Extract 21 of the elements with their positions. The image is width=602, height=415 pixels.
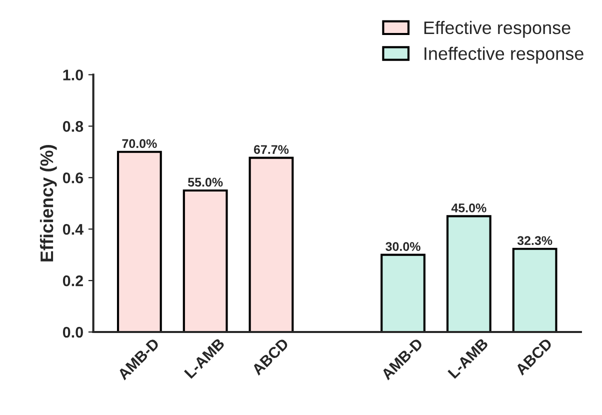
data-label: 67.7%	[254, 145, 289, 154]
bar	[446, 215, 492, 332]
legend-label: Ineffective response	[424, 46, 584, 64]
y-axis-title: Efficiency (%)	[40, 145, 57, 262]
data-label: 55.0%	[188, 178, 223, 187]
bar	[248, 156, 294, 332]
y-tick-label: 0.6	[62, 172, 84, 184]
data-label: 70.0%	[122, 139, 157, 148]
y-tick-label: 0.0	[62, 326, 83, 338]
y-tick-label: 0.8	[62, 121, 84, 132]
bar	[116, 150, 162, 332]
y-tick-label: 1.0	[63, 70, 83, 80]
bar	[512, 248, 558, 332]
bar	[380, 254, 426, 332]
data-label: 32.3%	[517, 236, 552, 246]
y-tick-label: 0.2	[62, 275, 83, 286]
bar	[182, 189, 228, 332]
legend-label: Effective response	[424, 20, 570, 38]
y-tick-label: 0.4	[62, 224, 84, 235]
data-label: 30.0%	[386, 242, 420, 251]
data-label: 45.0%	[451, 204, 486, 212]
